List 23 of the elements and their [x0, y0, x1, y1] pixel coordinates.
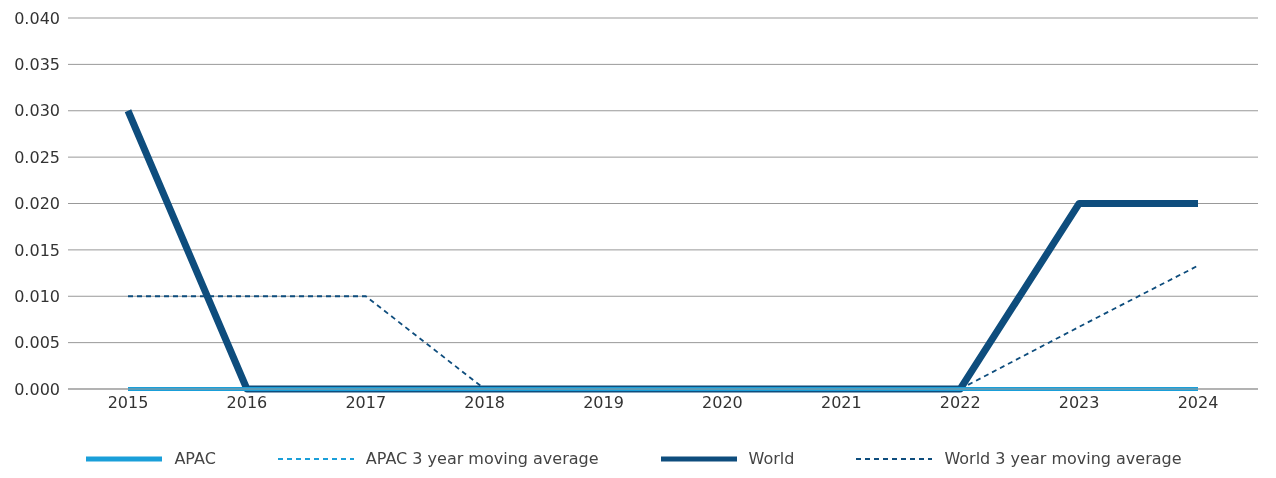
legend-label: APAC [174, 449, 216, 468]
x-tick-label: 2016 [226, 393, 268, 413]
legend-label: World 3 year moving average [944, 449, 1182, 468]
y-tick-label: 0.015 [14, 240, 60, 260]
legend-label: World [748, 449, 795, 468]
y-tick-label: 0.020 [14, 194, 60, 214]
x-tick-label: 2017 [345, 393, 387, 413]
legend-label: APAC 3 year moving average [365, 449, 599, 468]
y-tick-label: 0.030 [14, 101, 60, 121]
y-tick-label: 0.005 [14, 333, 60, 353]
x-tick-label: 2023 [1058, 393, 1100, 413]
x-tick-label: 2021 [820, 393, 862, 413]
y-tick-label: 0.010 [14, 286, 60, 306]
x-tick-label: 2019 [583, 393, 624, 413]
y-tick-label: 0.000 [14, 379, 60, 399]
y-tick-label: 0.025 [14, 147, 60, 167]
x-tick-label: 2018 [464, 393, 506, 413]
x-tick-label: 2015 [107, 393, 149, 413]
y-tick-label: 0.040 [14, 8, 60, 28]
y-tick-label: 0.035 [14, 55, 60, 75]
x-tick-label: 2024 [1177, 393, 1219, 413]
x-tick-label: 2020 [702, 393, 743, 413]
x-tick-label: 2022 [939, 393, 981, 413]
